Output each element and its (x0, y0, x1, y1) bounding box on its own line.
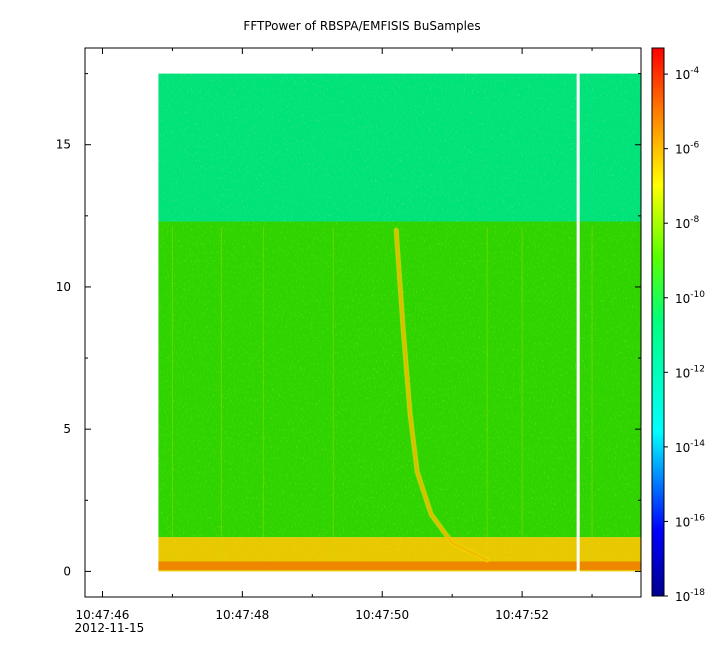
data-gap (576, 72, 580, 573)
colorbar-gradient (651, 47, 665, 597)
colorbar-ticks: 10-4 10-6 10-8 10-10 10-12 10-14 10-16 10-18 (664, 66, 705, 604)
colorbar-tick-label: 10-6 (675, 141, 700, 157)
colorbar-tick-label: 10-14 (675, 439, 705, 455)
y-tick-label: 10 (56, 280, 71, 294)
chart-title: FFTPower of RBSPA/EMFISIS BuSamples (243, 19, 480, 33)
colorbar-tick-label: 10-8 (675, 215, 700, 231)
x-tick-date-label: 2012-11-15 (74, 621, 144, 635)
x-tick-label: 10:47:52 (495, 608, 549, 622)
spectrogram-noise (158, 73, 641, 572)
y-tick-label: 15 (56, 138, 71, 152)
plot-area (158, 72, 641, 573)
y-tick-label: 5 (63, 422, 71, 436)
colorbar-tick-label: 10-4 (675, 66, 700, 82)
colorbar-tick-label: 10-16 (675, 513, 705, 529)
spectrogram-base-line (158, 561, 641, 570)
x-tick-label: 10:47:50 (355, 608, 409, 622)
x-tick-label: 10:47:48 (215, 608, 269, 622)
y-axis: 0 5 10 15 (56, 73, 641, 578)
y-tick-label: 0 (63, 564, 71, 578)
colorbar-tick-label: 10-12 (675, 364, 705, 380)
plot-frame (84, 47, 642, 598)
x-tick-label: 10:47:46 (76, 608, 130, 622)
chorus-feature-core (395, 230, 488, 561)
colorbar-tick-label: 10-18 (675, 588, 705, 604)
colorbar-tick-label: 10-10 (675, 290, 705, 306)
colorbar: 10-4 10-6 10-8 10-10 10-12 10-14 10-16 10-18 (651, 47, 705, 604)
